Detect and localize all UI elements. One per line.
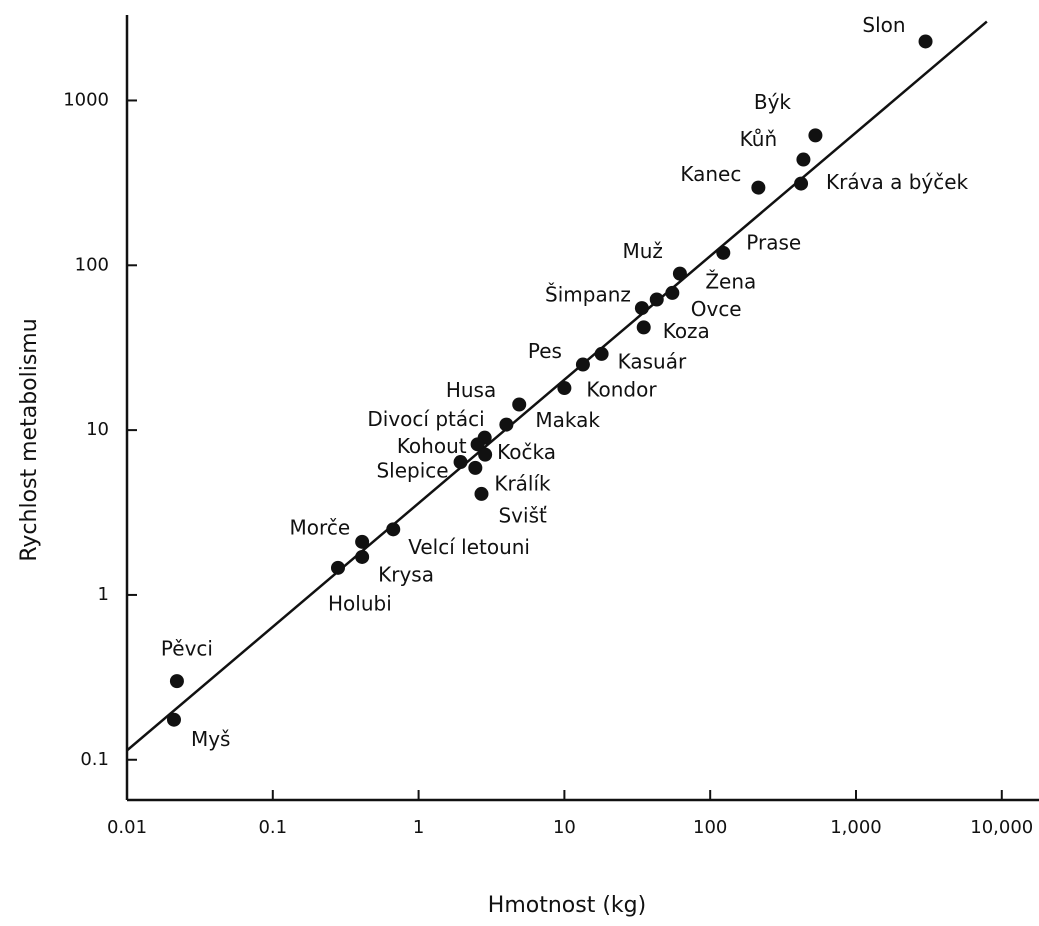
point: [470, 437, 485, 452]
point: [634, 301, 649, 316]
point: [557, 381, 572, 396]
point-label: Kasuár: [618, 349, 687, 373]
y-tick-label: 10: [86, 419, 109, 440]
x-tick-label: 10: [553, 817, 576, 838]
point-label: Kůň: [740, 127, 777, 151]
point: [665, 285, 680, 300]
point: [468, 460, 483, 475]
point: [355, 549, 370, 564]
point: [716, 245, 731, 260]
point-label: Myš: [191, 727, 231, 751]
point: [474, 486, 489, 501]
point: [575, 357, 590, 372]
point-label: Žena: [705, 269, 756, 293]
point-label: Husa: [446, 378, 496, 402]
point: [636, 320, 651, 335]
point-label: Kráva a býček: [826, 170, 968, 194]
point: [751, 180, 766, 195]
point-label: Divocí ptáci: [367, 407, 484, 431]
x-tick-label: 0.1: [258, 817, 287, 838]
point: [649, 292, 664, 307]
point: [594, 346, 609, 361]
point-label: Svišť: [498, 503, 547, 527]
point: [453, 455, 468, 470]
point-label: Kanec: [680, 162, 741, 186]
point-label: Koza: [663, 319, 710, 343]
point: [672, 266, 687, 281]
point-label: Šimpanz: [545, 283, 631, 307]
x-tick-label: 100: [693, 817, 727, 838]
x-tick-label: 1,000: [830, 817, 882, 838]
x-tick-label: 1: [413, 817, 424, 838]
point-label: Holubi: [328, 591, 392, 615]
point: [796, 152, 811, 167]
point-label: Krysa: [378, 562, 434, 586]
x-axis-title: Hmotnost (kg): [488, 893, 646, 918]
x-tick-label: 0.01: [107, 817, 147, 838]
point-label: Ovce: [691, 297, 742, 321]
point-label: Morče: [290, 515, 351, 539]
point: [166, 712, 181, 727]
point-label: Kohout: [397, 434, 467, 458]
point: [330, 560, 345, 575]
point: [355, 534, 370, 549]
y-tick-label: 1000: [63, 89, 109, 110]
point-label: Kondor: [586, 378, 657, 402]
x-tick-label: 10,000: [970, 817, 1033, 838]
point-label: Pes: [528, 339, 562, 363]
point: [794, 176, 809, 191]
point: [499, 417, 514, 432]
point: [478, 447, 493, 462]
point: [918, 34, 933, 49]
point: [169, 674, 184, 689]
point: [808, 128, 823, 143]
point: [386, 522, 401, 537]
point-label: Velcí letouni: [408, 535, 530, 559]
trend-line: [126, 20, 988, 752]
point: [512, 397, 527, 412]
y-tick-label: 0.1: [80, 749, 109, 770]
y-axis-title: Rychlost metabolismu: [17, 318, 42, 561]
y-tick-label: 1: [98, 584, 109, 605]
point-label: Prase: [746, 230, 801, 254]
point-label: Slepice: [376, 459, 448, 483]
point-label: Slon: [862, 13, 905, 37]
point-label: Kočka: [497, 440, 556, 464]
point-label: Králík: [494, 471, 551, 495]
point-label: Býk: [754, 90, 792, 114]
point-label: Makak: [535, 408, 600, 432]
point-label: Muž: [622, 239, 662, 263]
y-tick-label: 100: [75, 254, 109, 275]
point-label: Pěvci: [161, 637, 213, 661]
